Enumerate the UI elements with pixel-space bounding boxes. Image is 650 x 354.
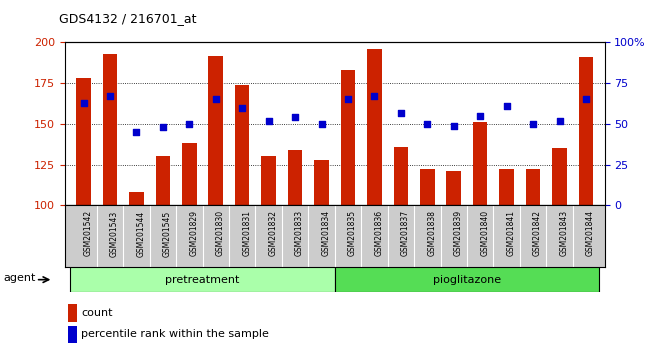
Bar — [155, 156, 170, 205]
Text: GSM201840: GSM201840 — [480, 210, 489, 256]
Point — [317, 121, 327, 127]
Bar — [261, 156, 276, 205]
Text: pretreatment: pretreatment — [165, 275, 240, 285]
Point — [158, 124, 168, 130]
Bar — [578, 57, 593, 205]
Point — [528, 121, 538, 127]
Bar — [473, 122, 488, 205]
Text: GSM201844: GSM201844 — [586, 210, 595, 256]
Text: GSM201838: GSM201838 — [427, 210, 436, 256]
Text: GSM201543: GSM201543 — [110, 210, 119, 257]
Point — [263, 118, 274, 124]
Bar — [182, 143, 196, 205]
Bar — [552, 148, 567, 205]
Text: GSM201830: GSM201830 — [216, 210, 225, 256]
Bar — [209, 56, 223, 205]
Bar — [420, 170, 435, 205]
Bar — [68, 304, 77, 321]
Text: GSM201835: GSM201835 — [348, 210, 357, 256]
Text: GSM201832: GSM201832 — [268, 210, 278, 256]
Text: agent: agent — [3, 273, 36, 284]
Bar — [129, 192, 144, 205]
Point — [396, 110, 406, 115]
Text: GSM201839: GSM201839 — [454, 210, 463, 256]
Point — [422, 121, 432, 127]
Point — [290, 115, 300, 120]
Bar — [314, 160, 329, 205]
Point — [184, 121, 194, 127]
Bar — [103, 54, 117, 205]
Text: GSM201842: GSM201842 — [533, 210, 542, 256]
Text: GSM201834: GSM201834 — [322, 210, 331, 256]
Text: GSM201542: GSM201542 — [83, 210, 92, 256]
Bar — [447, 171, 461, 205]
Bar — [288, 150, 302, 205]
Bar — [367, 49, 382, 205]
Text: GDS4132 / 216701_at: GDS4132 / 216701_at — [58, 12, 196, 25]
Point — [448, 123, 459, 129]
Bar — [394, 147, 408, 205]
Text: percentile rank within the sample: percentile rank within the sample — [81, 330, 269, 339]
Bar — [499, 170, 514, 205]
Point — [369, 93, 380, 99]
Text: GSM201837: GSM201837 — [401, 210, 410, 256]
Point — [78, 100, 88, 105]
Point — [475, 113, 486, 119]
Bar — [341, 70, 356, 205]
Point — [237, 105, 248, 110]
Text: GSM201545: GSM201545 — [163, 210, 172, 257]
Point — [131, 129, 142, 135]
Point — [211, 97, 221, 102]
Text: GSM201829: GSM201829 — [189, 210, 198, 256]
Bar — [235, 85, 250, 205]
Point — [105, 93, 115, 99]
Point — [581, 97, 592, 102]
Text: GSM201831: GSM201831 — [242, 210, 251, 256]
Bar — [526, 170, 540, 205]
Text: GSM201841: GSM201841 — [506, 210, 515, 256]
Text: GSM201836: GSM201836 — [374, 210, 384, 256]
Point — [554, 118, 565, 124]
Bar — [76, 78, 91, 205]
Point — [501, 103, 512, 109]
Point — [343, 97, 353, 102]
FancyBboxPatch shape — [70, 267, 335, 292]
Text: count: count — [81, 308, 112, 318]
Text: pioglitazone: pioglitazone — [433, 275, 501, 285]
Text: GSM201544: GSM201544 — [136, 210, 146, 257]
FancyBboxPatch shape — [335, 267, 599, 292]
Bar — [68, 326, 77, 343]
Text: GSM201833: GSM201833 — [295, 210, 304, 256]
Text: GSM201843: GSM201843 — [560, 210, 569, 256]
